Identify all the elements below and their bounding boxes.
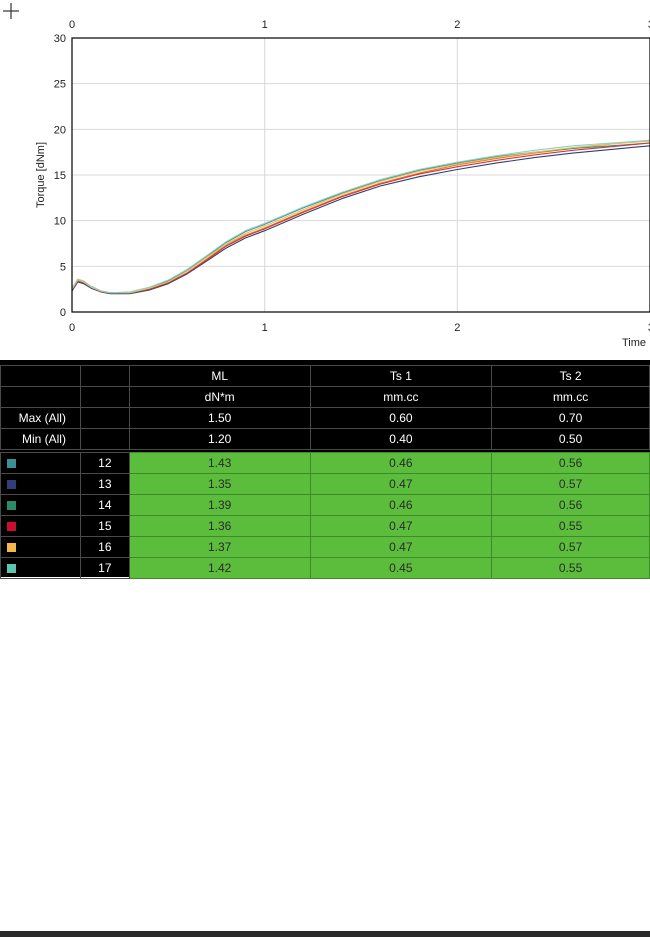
x-tick-label: 2 xyxy=(454,322,460,334)
summary-value: 1.20 xyxy=(128,428,311,450)
series-color-swatch xyxy=(7,501,16,511)
series-line-2 xyxy=(71,142,650,294)
cell-ts1[interactable]: 0.47 xyxy=(309,536,493,558)
y-tick-label: 25 xyxy=(54,79,66,91)
results-grid: ML Ts 1 Ts 2 dN*m mm.cc mm.cc Max (All) … xyxy=(0,360,650,937)
series-line-5 xyxy=(71,140,650,294)
col-header-ts1[interactable]: Ts 1 xyxy=(309,365,493,387)
y-tick-label: 0 xyxy=(60,307,66,319)
table-row[interactable]: 15 1.36 0.47 0.55 xyxy=(0,515,650,537)
cell-ts2[interactable]: 0.57 xyxy=(491,473,650,495)
cell-ts1[interactable]: 0.47 xyxy=(309,473,493,495)
col-unit-ts2: mm.cc xyxy=(491,386,650,408)
cell-ts1[interactable]: 0.45 xyxy=(309,557,493,579)
summary-value: 0.40 xyxy=(309,428,493,450)
series-line-3 xyxy=(71,145,650,295)
sample-number: 15 xyxy=(79,515,130,537)
cell-ts2[interactable]: 0.55 xyxy=(491,515,650,537)
plus-icon[interactable] xyxy=(2,2,20,20)
x-tick-label-top: 2 xyxy=(454,19,460,31)
col-unit-ts1: mm.cc xyxy=(309,386,493,408)
tick-labels: 05101520253000112233 xyxy=(54,19,650,334)
y-tick-label: 5 xyxy=(60,261,66,273)
horizontal-scrollbar[interactable] xyxy=(0,931,650,937)
x-axis-label: Time xyxy=(622,337,646,349)
col-header-ts2[interactable]: Ts 2 xyxy=(491,365,650,387)
summary-value: 0.70 xyxy=(491,407,650,429)
results-table: 12 1.43 0.46 0.56 13 1.35 0.47 0.57 14 1… xyxy=(0,452,650,579)
table-row[interactable]: 16 1.37 0.47 0.57 xyxy=(0,536,650,558)
header-units-row: dN*m mm.cc mm.cc xyxy=(0,386,650,408)
y-tick-label: 10 xyxy=(54,216,66,228)
x-tick-label: 1 xyxy=(262,322,268,334)
cell-ml[interactable]: 1.39 xyxy=(128,494,311,516)
series-color-swatch xyxy=(7,543,16,553)
x-tick-label-top: 0 xyxy=(69,19,75,31)
cell-ml[interactable]: 1.37 xyxy=(128,536,311,558)
summary-table: ML Ts 1 Ts 2 dN*m mm.cc mm.cc Max (All) … xyxy=(0,365,650,450)
col-unit-ml: dN*m xyxy=(128,386,311,408)
sample-number: 12 xyxy=(79,452,130,474)
x-tick-label-top: 3 xyxy=(648,19,650,31)
y-tick-label: 30 xyxy=(54,33,66,45)
gridlines xyxy=(72,38,650,312)
series-line-6 xyxy=(71,139,650,294)
sample-number: 14 xyxy=(79,494,130,516)
table-row[interactable]: 14 1.39 0.46 0.56 xyxy=(0,494,650,516)
summary-label: Max (All) xyxy=(0,407,81,429)
summary-row-max: Max (All) 1.50 0.60 0.70 xyxy=(0,407,650,429)
y-axis-label: Torque [dNm] xyxy=(35,142,47,208)
summary-value: 1.50 xyxy=(128,407,311,429)
summary-row-min: Min (All) 1.20 0.40 0.50 xyxy=(0,428,650,450)
table-row[interactable]: 13 1.35 0.47 0.57 xyxy=(0,473,650,495)
cell-ts2[interactable]: 0.55 xyxy=(491,557,650,579)
cell-ml[interactable]: 1.35 xyxy=(128,473,311,495)
summary-value: 0.50 xyxy=(491,428,650,450)
series-color-swatch xyxy=(7,459,16,469)
y-tick-label: 15 xyxy=(54,170,66,182)
x-tick-label-top: 1 xyxy=(262,19,268,31)
cell-ts1[interactable]: 0.47 xyxy=(309,515,493,537)
cell-ts2[interactable]: 0.56 xyxy=(491,452,650,474)
cell-ts1[interactable]: 0.46 xyxy=(309,494,493,516)
series-line-1 xyxy=(71,139,650,294)
series-layer xyxy=(71,139,650,295)
cell-ml[interactable]: 1.43 xyxy=(128,452,311,474)
table-row[interactable]: 12 1.43 0.46 0.56 xyxy=(0,452,650,474)
summary-value: 0.60 xyxy=(309,407,493,429)
series-color-swatch xyxy=(7,522,16,532)
table-row[interactable]: 17 1.42 0.45 0.55 xyxy=(0,557,650,579)
summary-label: Min (All) xyxy=(0,428,81,450)
cell-ts1[interactable]: 0.46 xyxy=(309,452,493,474)
torque-chart: 05101520253000112233 Torque [dNm] Time xyxy=(35,19,650,349)
series-color-swatch xyxy=(7,480,16,490)
sample-number: 13 xyxy=(79,473,130,495)
y-tick-label: 20 xyxy=(54,124,66,136)
header-names-row: ML Ts 1 Ts 2 xyxy=(0,365,650,387)
sample-number: 17 xyxy=(79,557,130,579)
cell-ts2[interactable]: 0.56 xyxy=(491,494,650,516)
plot-frame xyxy=(71,37,650,313)
x-tick-label: 3 xyxy=(648,322,650,334)
cell-ml[interactable]: 1.42 xyxy=(128,557,311,579)
cell-ml[interactable]: 1.36 xyxy=(128,515,311,537)
sample-number: 16 xyxy=(79,536,130,558)
series-line-4 xyxy=(71,142,650,294)
x-tick-label: 0 xyxy=(69,322,75,334)
col-header-ml[interactable]: ML xyxy=(128,365,311,387)
series-color-swatch xyxy=(7,564,16,574)
cell-ts2[interactable]: 0.57 xyxy=(491,536,650,558)
